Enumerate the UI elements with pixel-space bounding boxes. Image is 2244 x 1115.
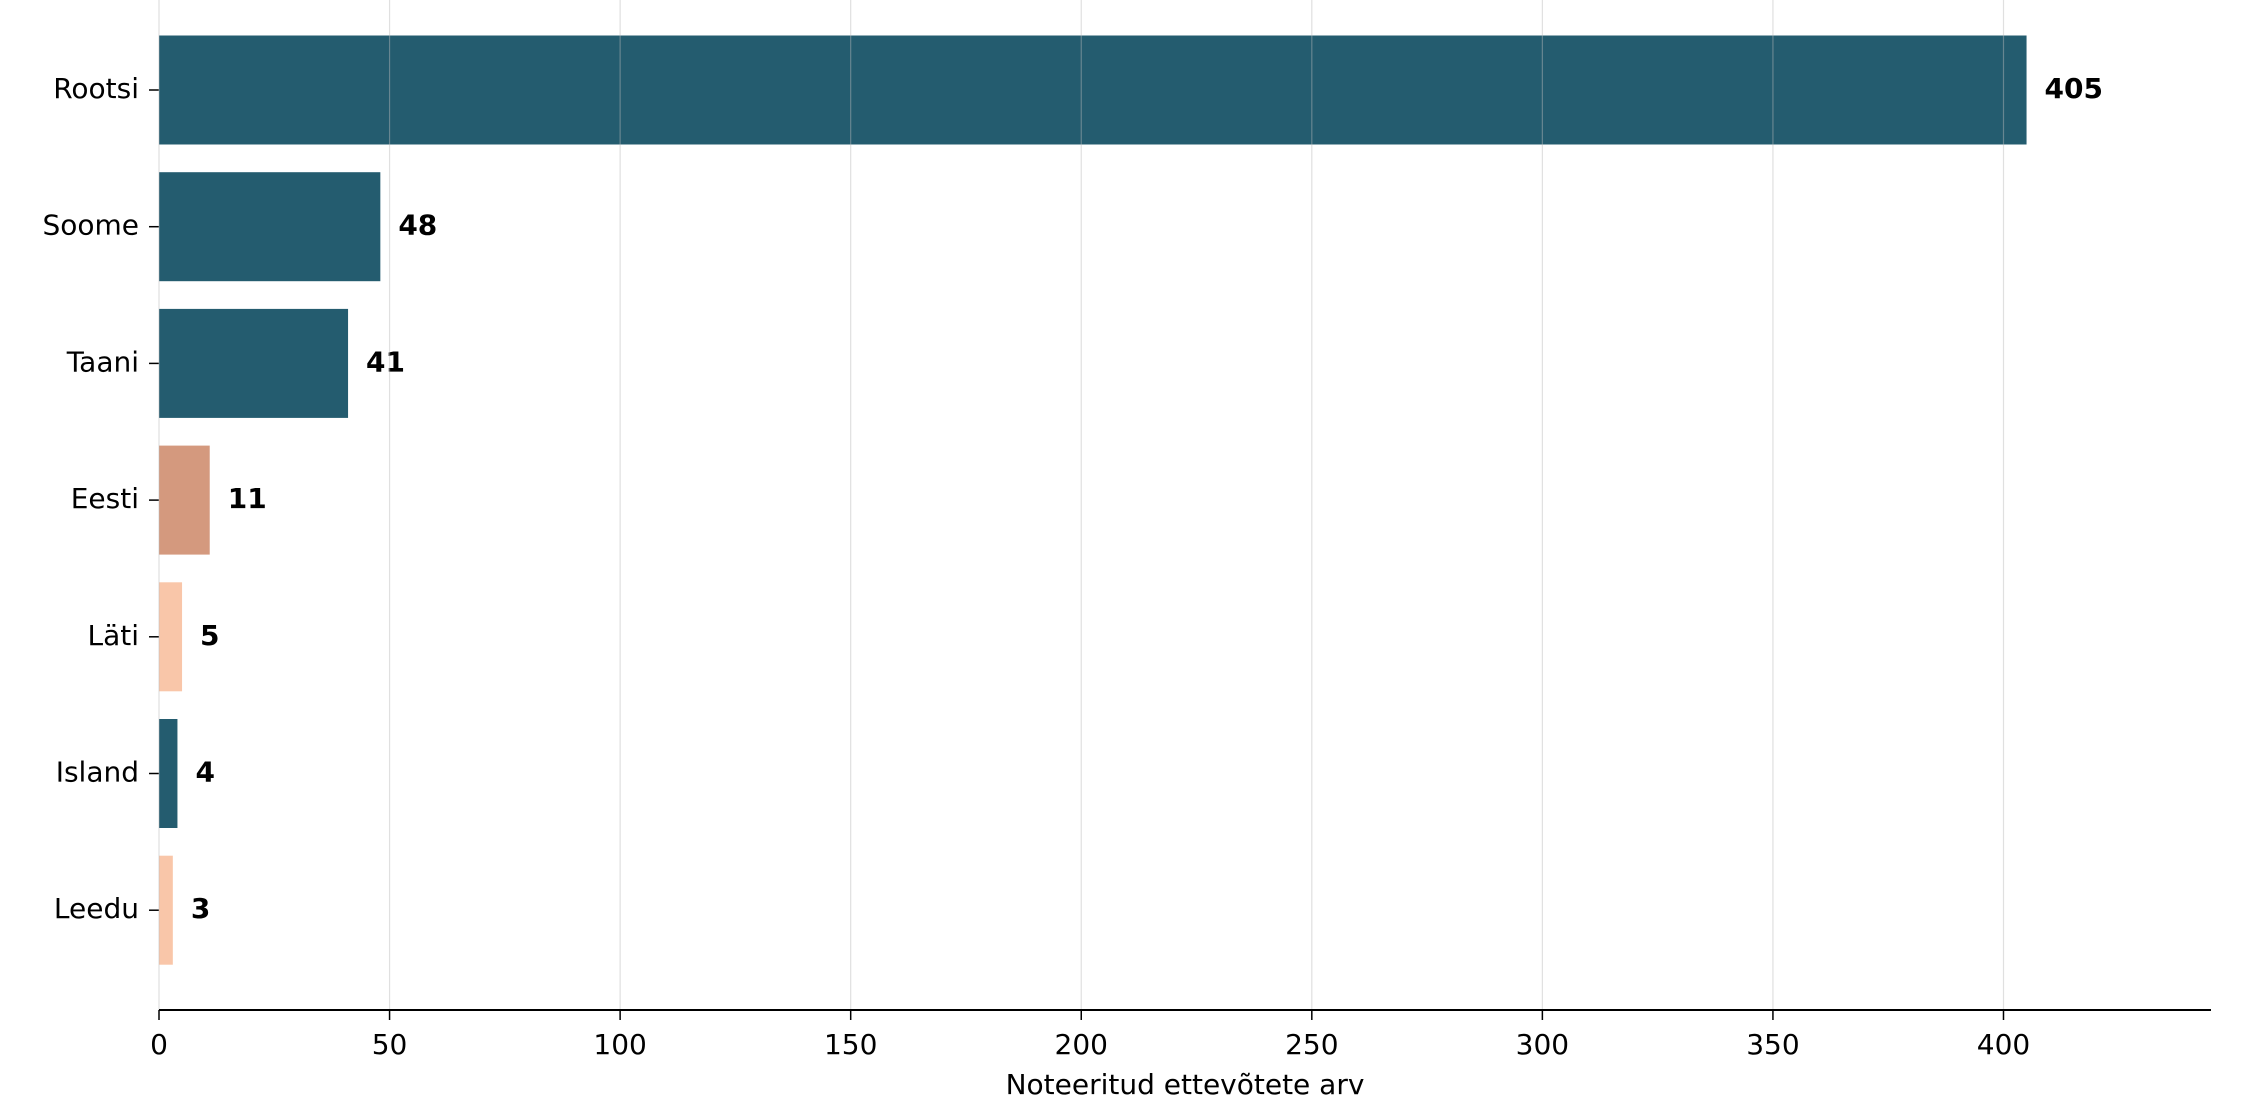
y-tick-label: Taani [66,345,139,378]
bar [159,172,381,282]
value-label: 4 [195,756,214,789]
y-tick-label: Leedu [54,892,139,925]
x-tick-label: 350 [1746,1028,1799,1061]
x-tick-label: 0 [150,1028,168,1061]
bar [159,719,178,828]
value-label: 41 [366,345,405,378]
x-tick-label: 50 [372,1028,408,1061]
value-label: 405 [2045,72,2103,105]
y-tick-label: Island [56,756,139,789]
value-label: 48 [398,209,437,242]
bar [159,582,183,692]
x-tick-label: 150 [824,1028,877,1061]
x-axis-label: Noteeritud ettevõtete arv [1006,1068,1365,1101]
value-label: 5 [200,619,219,652]
bar [159,308,349,418]
value-label: 3 [191,892,210,925]
value-label: 11 [228,482,267,515]
y-tick-label: Rootsi [53,72,139,105]
bar [159,855,173,965]
bar [159,35,2027,145]
x-tick-label: 100 [593,1028,646,1061]
x-tick-label: 250 [1285,1028,1338,1061]
x-tick-label: 400 [1977,1028,2030,1061]
bar [159,445,210,555]
x-tick-label: 200 [1055,1028,1108,1061]
y-tick-label: Eesti [71,482,139,515]
y-tick-label: Läti [87,619,139,652]
y-tick-label: Soome [42,209,139,242]
x-tick-label: 300 [1516,1028,1569,1061]
